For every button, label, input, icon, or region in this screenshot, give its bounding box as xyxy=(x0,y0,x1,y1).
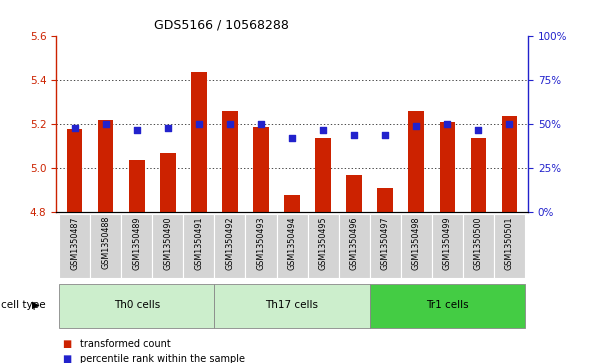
Bar xyxy=(315,138,331,212)
Bar xyxy=(284,195,300,212)
Point xyxy=(349,132,359,138)
Bar xyxy=(440,122,455,212)
Bar xyxy=(339,214,370,278)
Bar xyxy=(432,214,463,278)
Point xyxy=(225,121,235,127)
Point xyxy=(504,121,514,127)
Text: GSM1350489: GSM1350489 xyxy=(132,216,141,270)
Bar xyxy=(401,214,432,278)
Bar xyxy=(463,214,494,278)
Point xyxy=(412,123,421,129)
Bar xyxy=(191,72,206,212)
Point xyxy=(70,125,80,131)
Text: transformed count: transformed count xyxy=(80,339,171,349)
Bar xyxy=(59,284,214,328)
Bar xyxy=(370,284,525,328)
Text: GSM1350487: GSM1350487 xyxy=(70,216,79,270)
Bar xyxy=(471,138,486,212)
Text: GSM1350498: GSM1350498 xyxy=(412,216,421,270)
Bar xyxy=(183,214,214,278)
Bar xyxy=(307,214,339,278)
Bar xyxy=(214,214,245,278)
Bar xyxy=(59,214,90,278)
Text: GSM1350492: GSM1350492 xyxy=(225,216,234,270)
Text: cell type: cell type xyxy=(1,300,46,310)
Text: GSM1350497: GSM1350497 xyxy=(381,216,390,270)
Text: GSM1350488: GSM1350488 xyxy=(101,216,110,269)
Bar xyxy=(253,127,269,212)
Text: GDS5166 / 10568288: GDS5166 / 10568288 xyxy=(154,18,289,31)
Bar xyxy=(129,159,145,212)
Bar xyxy=(67,129,83,212)
Text: ■: ■ xyxy=(62,339,71,349)
Text: GSM1350490: GSM1350490 xyxy=(163,216,172,270)
Point xyxy=(163,125,172,131)
Text: GSM1350501: GSM1350501 xyxy=(505,216,514,270)
Point xyxy=(132,127,142,132)
Point xyxy=(256,121,266,127)
Bar xyxy=(346,175,362,212)
Text: Tr1 cells: Tr1 cells xyxy=(426,300,468,310)
Point xyxy=(287,135,297,141)
Point xyxy=(381,132,390,138)
Point xyxy=(101,121,110,127)
Bar xyxy=(408,111,424,212)
Point xyxy=(442,121,452,127)
Bar xyxy=(378,188,393,212)
Text: GSM1350491: GSM1350491 xyxy=(194,216,204,270)
Bar xyxy=(245,214,277,278)
Bar xyxy=(122,214,152,278)
Bar xyxy=(502,115,517,212)
Text: GSM1350494: GSM1350494 xyxy=(287,216,297,270)
Bar xyxy=(98,120,113,212)
Bar xyxy=(90,214,122,278)
Point xyxy=(319,127,328,132)
Bar xyxy=(152,214,183,278)
Text: Th0 cells: Th0 cells xyxy=(114,300,160,310)
Text: ■: ■ xyxy=(62,354,71,363)
Text: GSM1350496: GSM1350496 xyxy=(350,216,359,270)
Bar xyxy=(214,284,370,328)
Text: GSM1350493: GSM1350493 xyxy=(257,216,266,270)
Bar xyxy=(222,111,238,212)
Text: GSM1350495: GSM1350495 xyxy=(319,216,327,270)
Text: percentile rank within the sample: percentile rank within the sample xyxy=(80,354,245,363)
Bar xyxy=(277,214,307,278)
Bar xyxy=(160,153,176,212)
Text: Th17 cells: Th17 cells xyxy=(266,300,319,310)
Text: GSM1350499: GSM1350499 xyxy=(443,216,452,270)
Text: GSM1350500: GSM1350500 xyxy=(474,216,483,270)
Point xyxy=(474,127,483,132)
Bar xyxy=(370,214,401,278)
Point xyxy=(194,121,204,127)
Text: ▶: ▶ xyxy=(32,300,40,310)
Bar xyxy=(494,214,525,278)
